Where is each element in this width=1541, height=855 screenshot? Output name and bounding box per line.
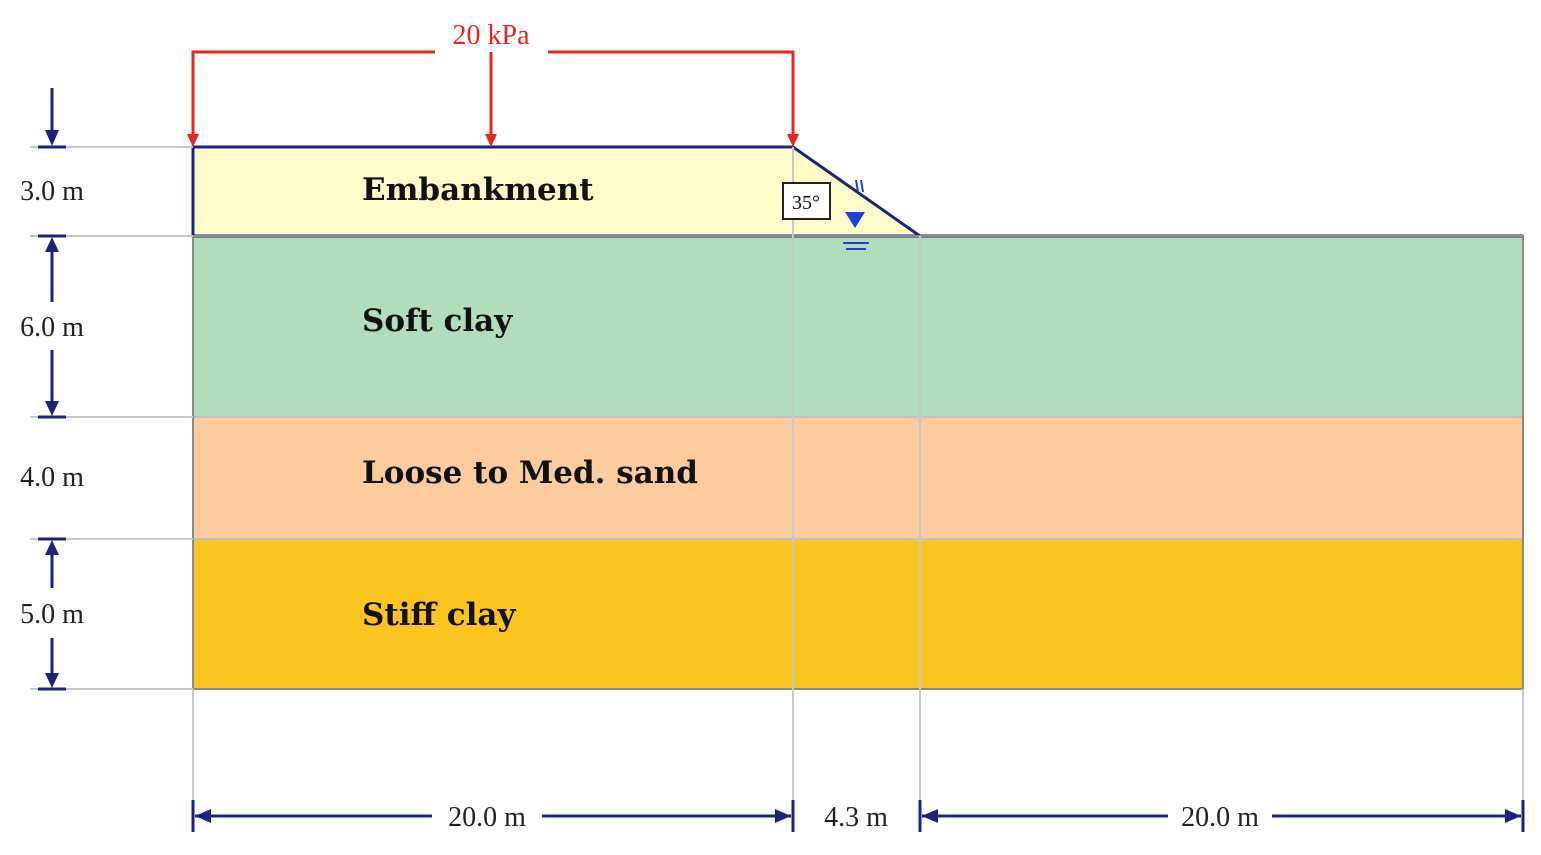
layer-soft-clay [193, 236, 1523, 417]
horizontal-dimensions [191, 800, 1525, 832]
vertical-dimensions [38, 88, 66, 691]
surcharge-load: 20 kPa [187, 20, 799, 147]
model-boundary [192, 235, 1524, 690]
water-table-icon [843, 179, 869, 250]
slope-angle-marker: 35° [782, 182, 831, 220]
width-crest: 20.0 m [448, 802, 526, 833]
layer-stiff-clay [193, 539, 1523, 689]
thickness-embankment: 3.0 m [20, 176, 84, 207]
thickness-soft-clay: 6.0 m [20, 312, 84, 343]
width-toe-side: 20.0 m [1181, 802, 1259, 833]
slope-angle-label: 35° [792, 192, 820, 214]
layer-label-embankment: Embankment [362, 172, 594, 208]
layer-label-stiff-clay: Stiff clay [362, 597, 516, 633]
layer-label-loose-sand: Loose to Med. sand [362, 455, 698, 491]
load-arrow-mid [485, 134, 497, 147]
layer-label-soft-clay: Soft clay [362, 303, 513, 339]
load-label: 20 kPa [453, 20, 531, 51]
layer-loose-sand [193, 417, 1523, 539]
thickness-loose-sand: 4.0 m [20, 462, 84, 493]
load-arrow-right [787, 134, 799, 147]
thickness-stiff-clay: 5.0 m [20, 599, 84, 630]
width-slope: 4.3 m [824, 802, 888, 833]
load-arrow-left [187, 134, 199, 147]
